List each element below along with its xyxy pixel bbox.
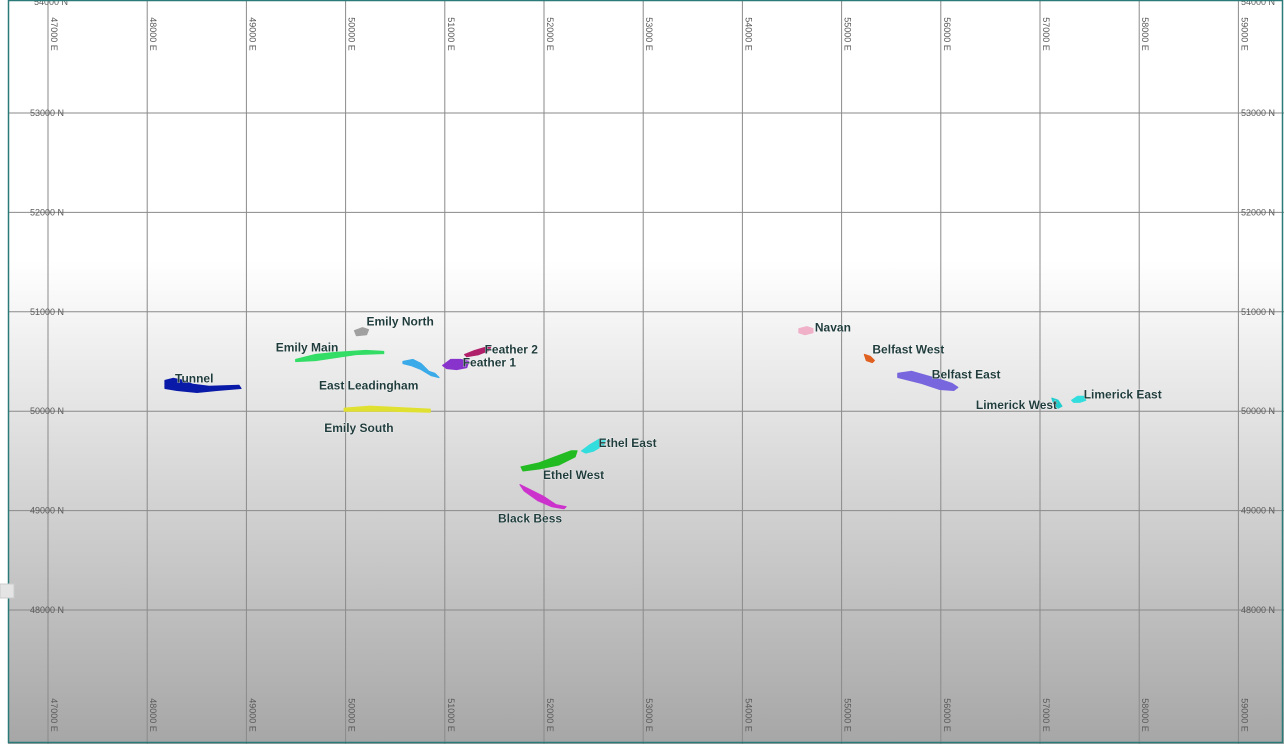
coordinate-grid [8,0,1284,744]
orebody[interactable]: East Leadingham [319,358,440,393]
orebody-label: Limerick West [976,398,1057,412]
easting-label: 56000 E [942,698,952,732]
orebody-label: Emily South [324,421,393,435]
orebody[interactable]: Feather 2 [464,342,539,358]
orebody-label: Emily Main [276,341,339,355]
orebody[interactable]: Emily South [324,405,431,436]
orebody-label: Ethel East [599,436,657,450]
easting-label: 49000 E [247,698,257,732]
easting-label: 52000 E [545,698,555,732]
easting-label: 55000 E [843,698,853,732]
easting-label: 51000 E [446,698,456,732]
northing-label: 48000 N [30,605,64,615]
northing-label: 50000 N [1241,406,1275,416]
orebody-shape[interactable] [1071,395,1087,403]
easting-label: 47000 E [49,17,59,51]
easting-label: 58000 E [1140,17,1150,51]
orebody[interactable]: Limerick East [1071,387,1162,403]
easting-label: 50000 E [347,698,357,732]
easting-label: 50000 E [347,17,357,51]
map-frame [7,0,1284,744]
orebody-label: Tunnel [175,371,213,385]
easting-label: 54000 E [743,698,753,732]
easting-label: 51000 E [446,17,456,51]
northing-label: 53000 N [30,108,64,118]
easting-label: 57000 E [1041,17,1051,51]
orebody[interactable]: Black Bess [498,484,567,526]
orebody-shape[interactable] [520,450,578,472]
orebody-shape[interactable] [798,326,814,336]
map-background [8,0,1284,744]
orebody-shape[interactable] [464,347,492,358]
orebody-label: Emily North [367,315,434,329]
orebody-label: Black Bess [498,512,562,526]
northing-label: 48000 N [1241,605,1275,615]
orebody-label: Limerick East [1084,387,1162,401]
orebody[interactable]: Emily North [353,314,434,337]
easting-label: 58000 E [1140,698,1150,732]
orebody-label: Ethel West [543,468,604,482]
orebody-label: Belfast West [872,343,944,357]
easting-label: 55000 E [843,17,853,51]
orebody-shape[interactable] [519,484,567,510]
orebody-shape[interactable] [295,349,385,363]
northing-label: 49000 N [30,506,64,516]
northing-label: 52000 N [1241,207,1275,217]
northing-label-partial: 54000 N [34,0,68,7]
orebody[interactable]: Belfast West [863,342,945,364]
easting-label: 48000 E [148,17,158,51]
easting-label: 52000 E [545,17,555,51]
orebody[interactable]: Feather 1 [442,355,517,371]
orebody-shape[interactable] [1051,397,1063,409]
orebody-layer: Tunnel Emily North Emily Main East Leadingh… [164,314,1162,526]
orebody[interactable]: Limerick West [976,397,1063,413]
easting-label: 53000 E [644,698,654,732]
orebody[interactable]: Ethel East [581,436,657,454]
easting-label: 49000 E [247,17,257,51]
orebody-shape[interactable] [343,405,431,413]
northing-label: 49000 N [1241,506,1275,516]
orebody[interactable]: Emily Main [275,340,385,363]
northing-label: 51000 N [30,307,64,317]
easting-label: 56000 E [942,17,952,51]
orebody-label: East Leadingham [319,379,418,393]
orebody-label: Feather 1 [463,356,517,370]
orebody[interactable]: Belfast East [897,367,1001,391]
orebody-shape[interactable] [581,438,607,454]
easting-label: 59000 E [1239,17,1249,51]
northing-label: 52000 N [30,207,64,217]
easting-label: 57000 E [1041,698,1051,732]
orebody[interactable]: Navan [798,320,851,336]
orebody-label: Feather 2 [485,343,539,357]
orebody-shape[interactable] [164,377,242,393]
orebody-shape[interactable] [863,353,875,364]
orebody[interactable]: Tunnel [164,371,242,393]
easting-label: 54000 E [743,17,753,51]
easting-label: 59000 E [1239,698,1249,732]
easting-label: 48000 E [148,698,158,732]
northing-label: 51000 N [1241,307,1275,317]
northing-label: 50000 N [30,406,64,416]
orebody-shape[interactable] [442,358,470,371]
orebody-label: Navan [815,321,851,335]
coordinate-labels: 47000 E 47000 E 48000 E 48000 E 49000 E 49000… [30,0,1275,732]
northing-label-partial: 54000 N [1241,0,1275,7]
orebody-shape[interactable] [353,327,370,337]
orebody-shape[interactable] [897,370,959,391]
orebody[interactable]: Ethel West [520,450,604,482]
northing-label: 53000 N [1241,108,1275,118]
left-scroll-handle[interactable] [0,583,15,599]
easting-label: 47000 E [49,698,59,732]
orebody-shape[interactable] [402,358,440,379]
easting-label: 53000 E [644,17,654,51]
orebody-label: Belfast East [932,367,1001,381]
